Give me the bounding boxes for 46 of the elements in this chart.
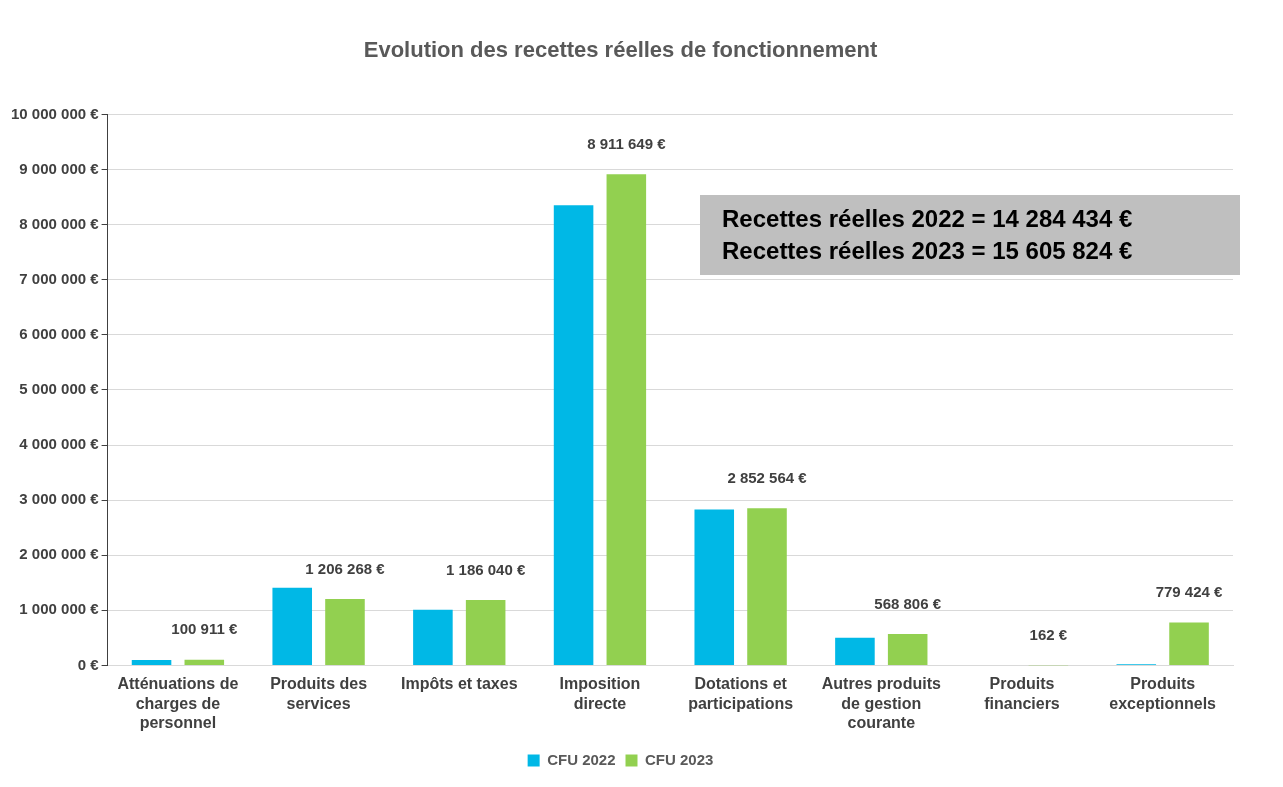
x-tick-label: Atténuations de charges de personnel	[117, 675, 239, 731]
x-tick-label: Produits exceptionnels	[1109, 675, 1217, 712]
bar	[325, 598, 365, 665]
bar	[131, 659, 172, 665]
bar	[553, 205, 594, 665]
bar	[1169, 622, 1209, 665]
annotation: Recettes réelles 2022 = 14 284 434 €	[722, 204, 1134, 234]
chart-title: Evolution des recettes réelles de fonctionnement	[363, 37, 878, 63]
data-label: 8 911 649 €	[587, 135, 667, 153]
y-tick-label: 0 €	[77, 655, 100, 673]
y-tick-label: 9 000 000 €	[19, 159, 100, 177]
x-tick-label: Impôts et taxes	[401, 675, 518, 693]
y-tick-label: 7 000 000 €	[19, 269, 100, 287]
legend-label: CFU 2023	[645, 750, 714, 768]
bar	[465, 600, 506, 665]
x-tick-label: Produits financiers	[984, 675, 1060, 712]
bar	[606, 174, 647, 665]
y-tick-label: 1 000 000 €	[19, 600, 100, 618]
bar	[272, 587, 312, 665]
y-tick-label: 6 000 000 €	[19, 324, 100, 342]
note-box: Recettes réelles 2022 = 14 284 434 € Recettes réelles 2023 = 15 605 824 €	[700, 195, 1240, 275]
annotation: Recettes réelles 2023 = 15 605 824 €	[722, 236, 1134, 266]
bar	[887, 634, 928, 665]
bar	[835, 637, 875, 665]
y-tick-label: 2 000 000 €	[19, 545, 100, 563]
y-tick-label: 5 000 000 €	[19, 380, 100, 398]
x-tick-label: Dotations et participations	[688, 675, 794, 712]
data-label: 162 €	[1029, 626, 1068, 644]
legend-label: CFU 2022	[547, 750, 616, 768]
y-tick-label: 10 000 000 €	[10, 104, 100, 122]
bar	[694, 509, 735, 665]
data-label: 568 806 €	[874, 594, 942, 612]
data-label: 1 206 268 €	[305, 559, 386, 577]
bar	[413, 609, 453, 665]
y-tick-label: 4 000 000 €	[19, 435, 100, 453]
x-tick-label: Produits des services	[270, 675, 368, 712]
x-tick-label: Imposition directe	[559, 675, 641, 712]
data-label: 779 424 €	[1155, 583, 1224, 601]
data-label: 2 852 564 €	[727, 468, 808, 486]
y-tick-label: 3 000 000 €	[19, 490, 100, 508]
y-tick-label: 8 000 000 €	[19, 214, 100, 232]
x-tick-label: Autres produits de gestion courante	[821, 675, 941, 731]
data-label: 1 186 040 €	[446, 560, 526, 578]
data-label: 100 911 €	[171, 620, 238, 638]
bar	[747, 508, 787, 665]
bar	[184, 659, 225, 665]
